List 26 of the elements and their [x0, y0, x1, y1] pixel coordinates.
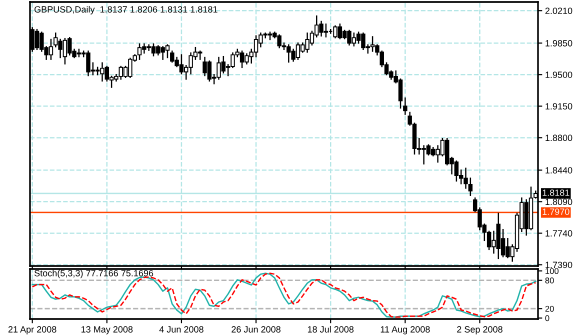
- ref-line-label: 1.8181: [542, 190, 570, 196]
- x-tick-label: 11 Aug 2008: [380, 326, 430, 334]
- chart-title: Stoch(5,3,3) 77.7166 75.1696: [34, 270, 154, 278]
- y-tick-label: 0: [545, 315, 550, 322]
- y-tick-label: 1.7390: [546, 262, 572, 268]
- y-tick-label: 1.9500: [546, 72, 572, 78]
- ref-line-label: 1.7970: [542, 208, 570, 215]
- y-tick-label: 1.8090: [546, 198, 572, 206]
- y-tick-label: 1.9850: [546, 40, 572, 46]
- chart-title: GBPUSD,Daily 1.8137 1.8206 1.8131 1.8181: [34, 6, 218, 14]
- candlestick: [403, 97, 408, 115]
- x-tick-label: 13 May 2008: [81, 326, 133, 334]
- y-tick-label: 100: [546, 268, 559, 274]
- x-tick-label: 2 Sep 2008: [457, 326, 502, 334]
- y-tick-label: 1.8440: [546, 167, 572, 174]
- y-tick-label: 1.9150: [546, 103, 572, 110]
- y-tick-label: 20: [545, 306, 554, 312]
- x-tick-label: 21 Apr 2008: [8, 326, 56, 334]
- x-tick-label: 4 Jun 2008: [159, 326, 204, 333]
- x-tick-label: 26 Jun 2008: [232, 326, 280, 333]
- y-tick-label: 80: [545, 278, 554, 284]
- x-tick-label: 18 Jul 2008: [308, 326, 354, 333]
- y-tick-label: 1.8800: [546, 134, 572, 142]
- y-tick-label: 1.7740: [546, 230, 572, 237]
- y-tick-label: 2.0210: [545, 8, 572, 14]
- candlestick: [468, 178, 473, 196]
